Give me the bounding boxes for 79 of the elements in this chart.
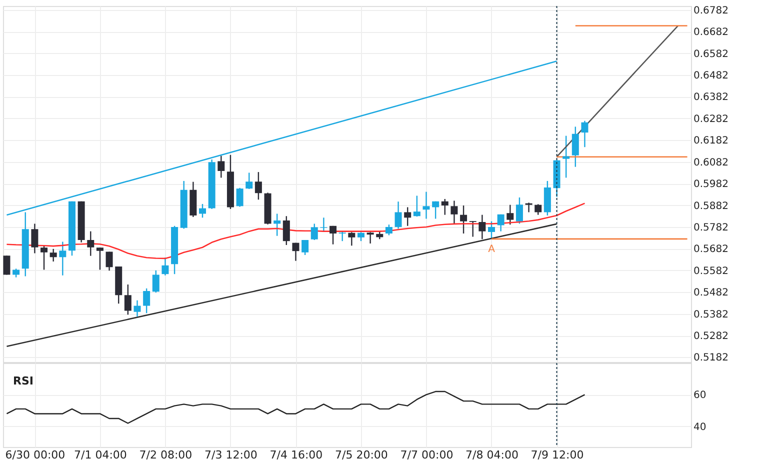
candlestick — [124, 284, 132, 316]
candlestick — [199, 203, 206, 218]
y-tick-label: 0.5682 — [694, 244, 728, 256]
candlestick — [469, 220, 476, 238]
candlestick — [338, 231, 346, 242]
candlestick — [320, 217, 328, 233]
x-tick-label: 6/30 00:00 — [5, 448, 66, 462]
text: RSI — [13, 374, 34, 388]
y-tick-label: 0.5282 — [694, 331, 728, 342]
candlestick — [274, 213, 281, 236]
y-tick-label: 0.6182 — [694, 136, 728, 147]
candlestick — [310, 223, 318, 241]
candlestick — [562, 135, 570, 178]
candlestick — [385, 224, 392, 236]
y-tick-label: 0.6582 — [694, 48, 728, 60]
candlestick — [282, 216, 290, 246]
candlestick — [516, 196, 523, 224]
candlestick — [432, 200, 440, 220]
candlestick — [236, 187, 244, 208]
line-series — [6, 390, 586, 424]
candlestick — [162, 256, 169, 276]
x-tick-label: 7/8 04:00 — [466, 448, 518, 462]
candlestick — [302, 239, 309, 256]
y-tick-label: 0.5582 — [694, 266, 728, 277]
y-tick-label: 0.5482 — [694, 288, 728, 299]
candlestick — [413, 195, 420, 218]
y-tick-label: 0.5382 — [694, 309, 728, 320]
x-tick-label: 7/3 12:00 — [204, 448, 258, 462]
candlestick — [40, 244, 48, 270]
y-tick-label: 0.5882 — [694, 200, 728, 212]
candlestick — [488, 220, 495, 240]
candlestick — [254, 171, 262, 200]
line-series — [6, 202, 586, 260]
y-tick-label: 0.6782 — [694, 5, 728, 16]
y-tick-label: 0.6682 — [694, 27, 728, 38]
candlestick — [348, 232, 356, 246]
candlestick — [218, 155, 225, 178]
x-tick-label: 7/1 04:00 — [74, 448, 127, 462]
y-tick-label: 0.6482 — [694, 70, 728, 82]
x-tick-label: 7/5 20:00 — [335, 448, 388, 462]
y-tick-label: 0.6382 — [694, 92, 728, 104]
candlestick — [366, 232, 374, 244]
y-tick-label: 0.6082 — [694, 157, 728, 168]
candlestick — [581, 120, 588, 148]
candlestick — [572, 126, 579, 168]
candlestick — [106, 251, 113, 272]
candlestick — [59, 241, 66, 276]
candlestick — [506, 204, 514, 226]
x-tick-label: 7/9 12:00 — [530, 448, 584, 462]
y-tick-label: 0.6282 — [694, 114, 728, 125]
candlestick — [96, 247, 104, 270]
candlestick — [460, 204, 468, 234]
y-tick-label: 40 — [694, 422, 706, 433]
candlestick — [292, 242, 300, 262]
candlestick — [3, 255, 10, 276]
annotation: A — [488, 244, 496, 255]
candlestick — [246, 172, 253, 190]
y-tick-label: 60 — [694, 390, 706, 402]
candlestick — [50, 248, 57, 262]
candlestick — [525, 202, 532, 213]
x-tick-label: 7/7 00:00 — [400, 448, 454, 462]
y-tick-label: 0.5182 — [694, 352, 728, 364]
candlestick — [330, 225, 337, 245]
y-tick-label: 0.5982 — [694, 179, 728, 190]
candlestick — [31, 223, 38, 254]
candlestick — [441, 198, 448, 216]
candlestick — [450, 200, 458, 224]
candlestick — [534, 204, 542, 216]
x-tick-label: 7/2 08:00 — [139, 448, 192, 462]
candlestick — [394, 200, 402, 230]
candlestick — [404, 206, 412, 226]
candlestick — [497, 214, 504, 232]
x-tick-label: 7/4 16:00 — [270, 448, 323, 462]
y-tick-label: 0.5782 — [694, 222, 728, 234]
candlestick — [152, 270, 160, 294]
candlestick — [143, 288, 150, 314]
candlestick — [87, 230, 94, 256]
candlestick — [422, 191, 430, 220]
candlestick — [134, 300, 141, 318]
